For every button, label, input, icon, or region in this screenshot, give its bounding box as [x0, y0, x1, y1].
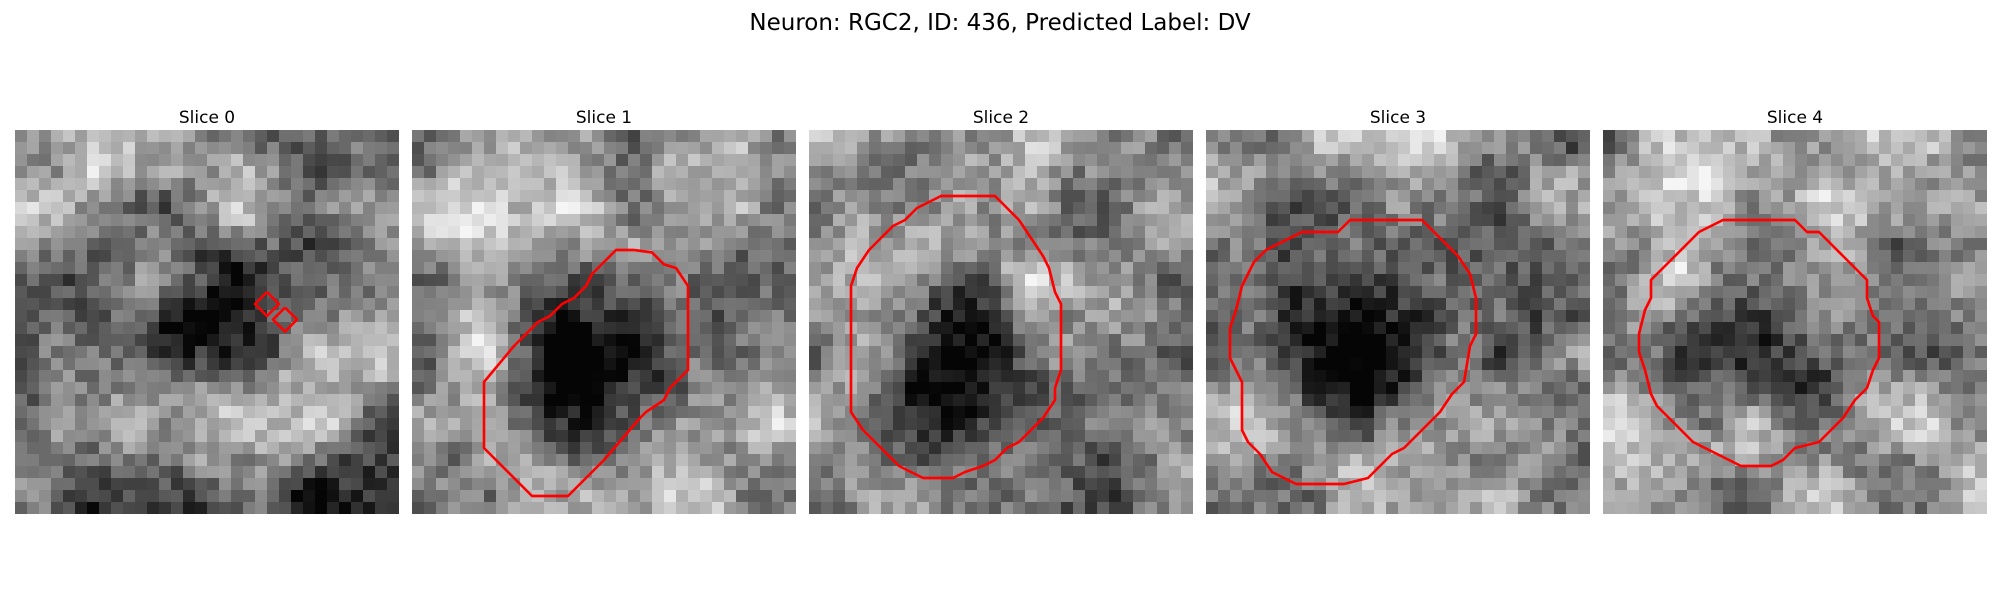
slice-4-roi-contour-0: [1637, 218, 1881, 468]
slice-1-title: Slice 1: [575, 108, 633, 128]
slice-4-pixel-grid: [1603, 130, 1987, 514]
slice-2-title: Slice 2: [972, 108, 1030, 128]
slice-3-roi-contour-0: [1228, 218, 1478, 486]
slice-0-roi-contour-0: [253, 291, 281, 318]
slice-2-pixel-grid: [809, 130, 1193, 514]
slice-1-roi-contours: [482, 248, 690, 498]
slice-3-pixel-grid: [1206, 130, 1590, 514]
slice-1-image: [412, 130, 796, 514]
slice-0-pixel-grid: [15, 130, 399, 514]
slice-4-roi-contours: [1637, 218, 1881, 468]
slice-1-roi-contour-0: [482, 248, 690, 498]
slice-2-image: [809, 130, 1193, 514]
slice-0-roi-contours: [253, 291, 299, 333]
slice-3-title: Slice 3: [1369, 108, 1427, 128]
slice-0-panel: Slice 0: [15, 108, 399, 514]
slice-3-roi-contours: [1228, 218, 1478, 486]
figure-title: Neuron: RGC2, ID: 436, Predicted Label: …: [749, 10, 1251, 36]
slice-4-image: [1603, 130, 1987, 514]
slice-0-image: [15, 130, 399, 514]
slice-2-roi-contours: [849, 194, 1063, 480]
slice-0-title: Slice 0: [178, 108, 236, 128]
slice-4-title: Slice 4: [1766, 108, 1824, 128]
slice-0-roi-contour-1: [271, 306, 299, 333]
slice-3-panel: Slice 3: [1206, 108, 1590, 514]
slice-2-roi-contour-0: [849, 194, 1063, 480]
slice-2-panel: Slice 2: [809, 108, 1193, 514]
slice-3-image: [1206, 130, 1590, 514]
slice-1-pixel-grid: [412, 130, 796, 514]
slice-4-panel: Slice 4: [1603, 108, 1987, 514]
slice-1-panel: Slice 1: [412, 108, 796, 514]
